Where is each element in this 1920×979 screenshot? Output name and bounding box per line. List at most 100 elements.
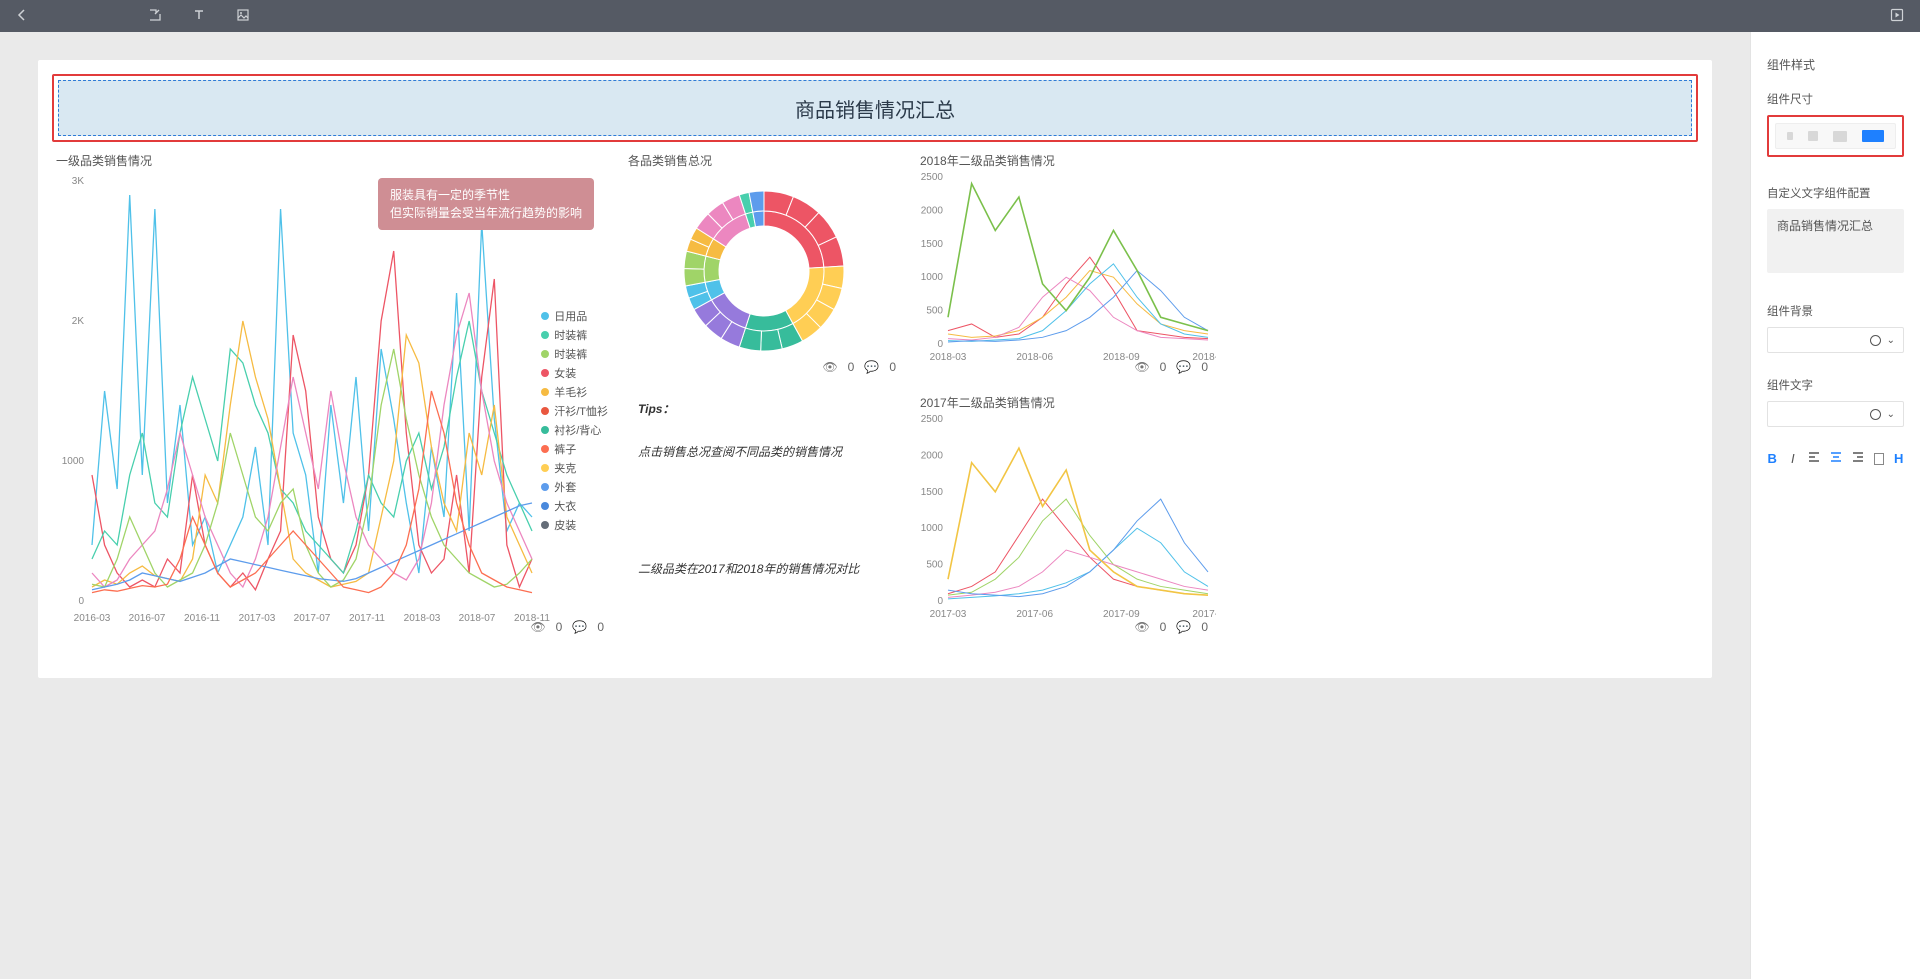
text-label: 组件文字 bbox=[1767, 377, 1904, 393]
view-icon: 👁 bbox=[530, 620, 545, 634]
svg-text:2K: 2K bbox=[72, 316, 85, 327]
comment-icon: 💬 bbox=[1176, 360, 1191, 374]
svg-text:2500: 2500 bbox=[921, 172, 944, 183]
line2017-chart: 0 500 1000 1500 2000 2500 2017-03 2017-06 2017-0… bbox=[916, 413, 1216, 623]
size-xs[interactable] bbox=[1787, 132, 1793, 140]
line2017-title: 2017年二级品类销售情况 bbox=[916, 390, 1216, 413]
svg-text:2018-03: 2018-03 bbox=[404, 613, 441, 624]
svg-text:1000: 1000 bbox=[62, 456, 85, 467]
svg-text:1500: 1500 bbox=[921, 239, 944, 250]
donut-chart-card[interactable]: 各品类销售总况 👁 0 💬 0 bbox=[624, 148, 904, 378]
svg-text:0: 0 bbox=[937, 596, 943, 607]
size-s[interactable] bbox=[1808, 131, 1818, 141]
main-chart-legend: 日用品时装裤时装裤女装羊毛衫汗衫/T恤衫衬衫/背心裤子夹克外套大衣皮装 bbox=[541, 308, 608, 536]
checkbox-tool[interactable] bbox=[1874, 453, 1884, 465]
svg-text:2017-03: 2017-03 bbox=[930, 609, 967, 620]
donut-comment-count: 0 bbox=[889, 360, 896, 374]
comment-icon: 💬 bbox=[1176, 620, 1191, 634]
circle-icon bbox=[1870, 409, 1881, 420]
donut-view-count: 0 bbox=[848, 360, 855, 374]
tips-text1: 点击销售总况查阅不同品类的销售情况 bbox=[638, 443, 890, 460]
title-component[interactable]: 商品销售情况汇总 bbox=[58, 80, 1692, 136]
svg-text:2017-06: 2017-06 bbox=[1016, 609, 1053, 620]
view-icon: 👁 bbox=[822, 360, 837, 374]
svg-text:1500: 1500 bbox=[921, 487, 944, 498]
donut-chart bbox=[624, 171, 904, 366]
circle-icon bbox=[1870, 335, 1881, 346]
text-tools: B I H bbox=[1767, 451, 1904, 466]
align-left-tool[interactable] bbox=[1808, 451, 1820, 466]
line2018-view-count: 0 bbox=[1160, 360, 1167, 374]
line2017-comment-count: 0 bbox=[1201, 620, 1208, 634]
title-selection-frame: 商品销售情况汇总 bbox=[52, 74, 1698, 142]
size-selection-frame bbox=[1767, 115, 1904, 157]
line2018-comment-count: 0 bbox=[1201, 360, 1208, 374]
tips-label: Tips： bbox=[638, 400, 890, 417]
bg-label: 组件背景 bbox=[1767, 303, 1904, 319]
image-tool-icon[interactable] bbox=[236, 8, 250, 25]
comment-icon: 💬 bbox=[572, 620, 587, 634]
size-label: 组件尺寸 bbox=[1767, 91, 1904, 107]
svg-text:3K: 3K bbox=[72, 176, 85, 187]
main-line-chart: 0 1000 2K 3K 2016-03 2016-07 2016-11 2017-03 201… bbox=[52, 171, 612, 631]
size-l-selected[interactable] bbox=[1862, 130, 1884, 142]
text-tool-icon[interactable] bbox=[192, 8, 206, 25]
play-icon[interactable] bbox=[1890, 8, 1904, 25]
tips-card[interactable]: Tips： 点击销售总况查阅不同品类的销售情况 二级品类在2017和2018年的… bbox=[624, 390, 904, 638]
tips-text2: 二级品类在2017和2018年的销售情况对比 bbox=[638, 560, 890, 577]
heading-tool[interactable]: H bbox=[1894, 451, 1905, 466]
svg-text:0: 0 bbox=[78, 596, 84, 607]
italic-tool[interactable]: I bbox=[1788, 451, 1799, 466]
comment-icon: 💬 bbox=[864, 360, 879, 374]
right-panel: 组件样式 组件尺寸 自定义文字组件配置 商品销售情况汇总 组件背景 ⌄ 组件文字… bbox=[1750, 32, 1920, 979]
main-line-chart-card[interactable]: 一级品类销售情况 0 1000 2K 3K 2016-03 2016-07 2016-11 2… bbox=[52, 148, 612, 638]
svg-text:500: 500 bbox=[926, 560, 943, 571]
line2017-card[interactable]: 2017年二级品类销售情况 0 500 1000 1500 2000 2500 2017-0… bbox=[916, 390, 1216, 638]
svg-text:2016-11: 2016-11 bbox=[184, 613, 220, 624]
chevron-down-icon: ⌄ bbox=[1887, 335, 1895, 346]
svg-text:2017-07: 2017-07 bbox=[294, 613, 331, 624]
view-icon: 👁 bbox=[1134, 620, 1149, 634]
back-icon[interactable] bbox=[16, 9, 28, 24]
line2018-chart: 050010001500200025002018-032018-062018-0… bbox=[916, 171, 1216, 366]
panel-section-title: 组件样式 bbox=[1767, 56, 1904, 73]
svg-text:2018-06: 2018-06 bbox=[1016, 352, 1053, 363]
import-icon[interactable] bbox=[148, 8, 162, 25]
size-selector bbox=[1775, 123, 1896, 149]
chevron-down-icon: ⌄ bbox=[1887, 409, 1895, 420]
svg-text:2018-03: 2018-03 bbox=[930, 352, 967, 363]
svg-text:2018-07: 2018-07 bbox=[459, 613, 496, 624]
line2018-title: 2018年二级品类销售情况 bbox=[916, 148, 1216, 171]
text-select[interactable]: ⌄ bbox=[1767, 401, 1904, 427]
custom-text-label: 自定义文字组件配置 bbox=[1767, 185, 1904, 201]
bg-select[interactable]: ⌄ bbox=[1767, 327, 1904, 353]
svg-text:1000: 1000 bbox=[921, 272, 944, 283]
dashboard-canvas: 商品销售情况汇总 一级品类销售情况 0 1000 2K 3K 2016-03 2016-0… bbox=[38, 60, 1712, 678]
bold-tool[interactable]: B bbox=[1767, 451, 1778, 466]
svg-text:500: 500 bbox=[926, 306, 943, 317]
svg-text:2000: 2000 bbox=[921, 450, 944, 461]
svg-text:2016-03: 2016-03 bbox=[74, 613, 111, 624]
view-icon: 👁 bbox=[1134, 360, 1149, 374]
topbar bbox=[0, 0, 1920, 32]
line2017-view-count: 0 bbox=[1160, 620, 1167, 634]
svg-text:1000: 1000 bbox=[921, 523, 944, 534]
svg-text:2000: 2000 bbox=[921, 205, 944, 216]
dashboard-title: 商品销售情况汇总 bbox=[795, 94, 955, 123]
size-m[interactable] bbox=[1833, 131, 1847, 142]
svg-text:2017-09: 2017-09 bbox=[1103, 609, 1140, 620]
svg-text:0: 0 bbox=[937, 339, 943, 350]
line2018-card[interactable]: 2018年二级品类销售情况 0 500 1000 1500 2000 2500 2018-0… bbox=[916, 148, 1216, 378]
main-chart-title: 一级品类销售情况 bbox=[52, 148, 612, 171]
custom-text-value: 商品销售情况汇总 bbox=[1777, 219, 1873, 233]
main-view-count: 0 bbox=[556, 620, 563, 634]
custom-text-input[interactable]: 商品销售情况汇总 bbox=[1767, 209, 1904, 273]
align-right-tool[interactable] bbox=[1852, 451, 1864, 466]
svg-text:2017-03: 2017-03 bbox=[239, 613, 276, 624]
svg-text:2500: 2500 bbox=[921, 414, 944, 425]
svg-text:2016-07: 2016-07 bbox=[129, 613, 166, 624]
svg-text:2017-1: 2017-1 bbox=[1192, 609, 1216, 620]
donut-title: 各品类销售总况 bbox=[624, 148, 904, 171]
align-center-tool[interactable] bbox=[1830, 451, 1842, 466]
main-comment-count: 0 bbox=[597, 620, 604, 634]
